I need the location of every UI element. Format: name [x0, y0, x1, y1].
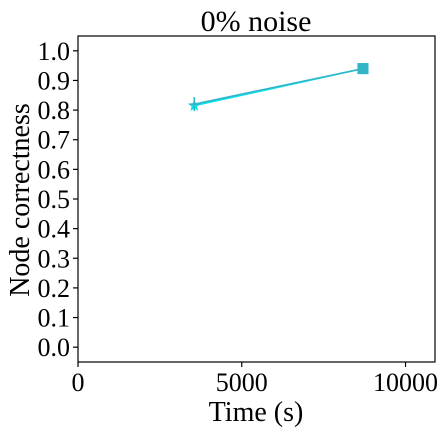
- y-tick-label: 0.2: [38, 274, 71, 303]
- x-tick-label: 10000: [373, 368, 438, 397]
- y-tick-label: 0.7: [38, 126, 71, 155]
- y-tick-label: 0.9: [38, 66, 71, 95]
- y-tick-label: 1.0: [38, 37, 71, 66]
- y-tick-label: 0.4: [38, 215, 71, 244]
- x-tick-label: 5000: [216, 368, 268, 397]
- x-axis-label: Time (s): [209, 397, 304, 428]
- y-axis-ticks: 0.00.10.20.30.40.50.60.70.80.91.0: [38, 37, 78, 362]
- x-tick-label: 0: [72, 368, 85, 397]
- y-tick-label: 0.8: [38, 96, 71, 125]
- x-axis-ticks: 0 5000 10000: [72, 362, 438, 397]
- data-point-square: [357, 63, 369, 75]
- y-tick-label: 0.5: [38, 185, 71, 214]
- y-tick-label: 0.0: [38, 333, 71, 362]
- data-point-plus: [189, 97, 200, 112]
- y-tick-label: 0.1: [38, 304, 71, 333]
- series-1: [189, 63, 369, 112]
- series-layer: [188, 63, 369, 112]
- y-tick-label: 0.6: [38, 155, 71, 184]
- plot-area-frame: [77, 35, 436, 363]
- chart-title: 0% noise: [201, 5, 312, 38]
- y-tick-label: 0.3: [38, 244, 71, 273]
- y-axis-label: Node correctness: [5, 103, 36, 297]
- series-line: [194, 67, 364, 105]
